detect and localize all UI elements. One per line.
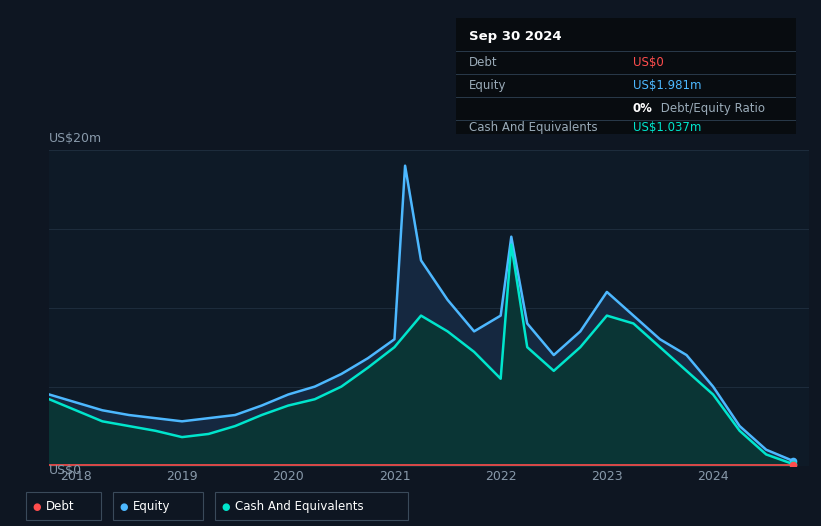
Text: US$1.037m: US$1.037m	[633, 120, 701, 134]
Text: US$20m: US$20m	[49, 132, 103, 145]
Text: ●: ●	[120, 501, 128, 512]
Text: Cash And Equivalents: Cash And Equivalents	[470, 120, 598, 134]
Text: Cash And Equivalents: Cash And Equivalents	[235, 500, 364, 513]
Text: Sep 30 2024: Sep 30 2024	[470, 30, 562, 43]
Text: US$0: US$0	[633, 56, 663, 69]
Text: US$0: US$0	[49, 464, 82, 478]
Text: US$1.981m: US$1.981m	[633, 79, 701, 92]
Text: Equity: Equity	[470, 79, 507, 92]
Text: ●: ●	[33, 501, 41, 512]
Text: ●: ●	[222, 501, 230, 512]
Text: Debt: Debt	[470, 56, 498, 69]
Text: Equity: Equity	[133, 500, 171, 513]
Text: Debt/Equity Ratio: Debt/Equity Ratio	[657, 102, 764, 115]
Text: Debt: Debt	[46, 500, 75, 513]
Text: 0%: 0%	[633, 102, 653, 115]
